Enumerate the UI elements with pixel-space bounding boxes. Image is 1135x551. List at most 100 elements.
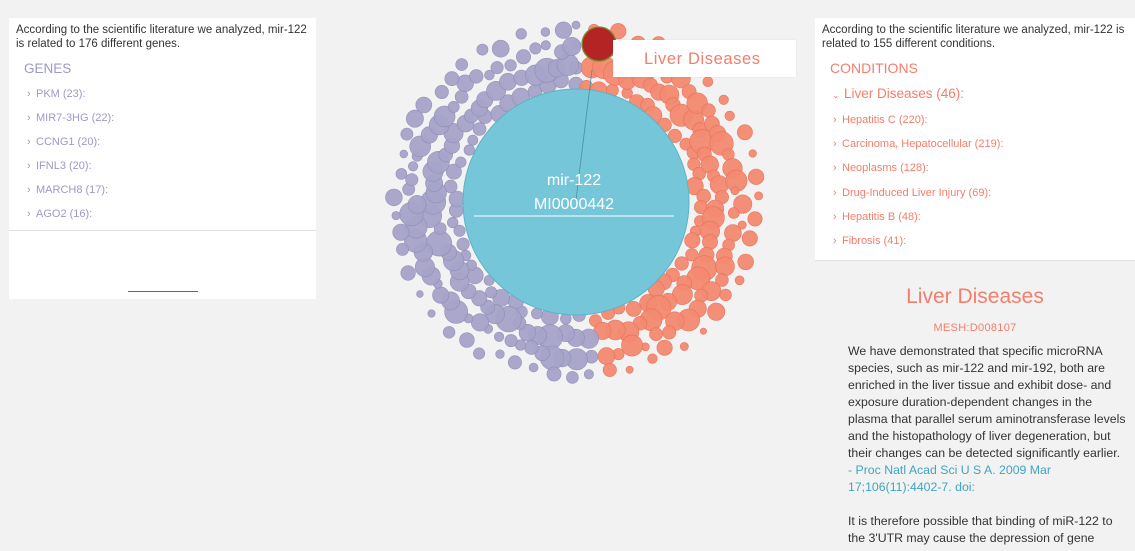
condition-bubble[interactable] xyxy=(734,275,745,286)
gene-bubble[interactable] xyxy=(524,340,539,355)
gene-bubble[interactable] xyxy=(507,355,522,370)
gene-bubble[interactable] xyxy=(392,223,410,241)
gene-bubble[interactable] xyxy=(515,28,527,40)
gene-bubble[interactable] xyxy=(432,286,450,304)
condition-bubble[interactable] xyxy=(714,256,735,277)
gene-bubble[interactable] xyxy=(504,59,517,72)
mesh-id-link[interactable]: MESH:D008107 xyxy=(933,322,1017,334)
gene-item-march8[interactable]: › MARCH8 (17): xyxy=(9,178,316,202)
gene-bubble[interactable] xyxy=(540,27,551,37)
condition-bubble[interactable] xyxy=(724,110,735,121)
gene-bubble[interactable] xyxy=(391,211,401,221)
bubble-chart-svg[interactable]: mir-122 MI0000442 xyxy=(368,0,772,400)
gene-bubble[interactable] xyxy=(467,134,479,146)
condition-bubble[interactable] xyxy=(621,334,644,357)
gene-bubble[interactable] xyxy=(453,224,466,237)
condition-item-neoplasms[interactable]: › Neoplasms (128): xyxy=(815,156,1135,180)
gene-bubble[interactable] xyxy=(446,163,462,180)
gene-bubble[interactable] xyxy=(485,286,498,299)
gene-bubble[interactable] xyxy=(415,96,433,114)
gene-bubble[interactable] xyxy=(442,326,456,339)
gene-item-ifnl3[interactable]: › IFNL3 (20): xyxy=(9,154,316,178)
condition-bubble[interactable] xyxy=(602,362,617,377)
gene-bubble[interactable] xyxy=(399,149,408,159)
condition-bubble[interactable] xyxy=(748,168,765,185)
gene-bubble[interactable] xyxy=(571,20,581,30)
condition-bubble[interactable] xyxy=(754,191,763,201)
condition-bubble[interactable] xyxy=(625,365,634,374)
gene-bubble[interactable] xyxy=(473,347,486,360)
condition-bubble[interactable] xyxy=(736,124,753,141)
gene-bubble[interactable] xyxy=(463,144,475,156)
gene-bubble[interactable] xyxy=(456,237,470,251)
condition-bubble[interactable] xyxy=(727,207,740,219)
gene-bubble[interactable] xyxy=(455,58,468,71)
condition-bubble[interactable] xyxy=(597,347,616,365)
condition-item-hepatitis-b[interactable]: › Hepatitis B (48): xyxy=(815,205,1135,229)
gene-bubble[interactable] xyxy=(566,371,579,384)
gene-bubble[interactable] xyxy=(546,366,562,382)
condition-item-fibrosis[interactable]: › Fibrosis (41): xyxy=(815,229,1135,253)
gene-bubble[interactable] xyxy=(554,21,573,39)
condition-bubble[interactable] xyxy=(747,211,763,227)
gene-bubble[interactable] xyxy=(516,49,532,65)
center-mirna-node[interactable] xyxy=(462,88,690,316)
condition-bubble[interactable] xyxy=(719,288,732,302)
condition-bubble[interactable] xyxy=(702,76,714,87)
condition-bubble[interactable] xyxy=(737,253,754,271)
condition-bubble[interactable] xyxy=(649,327,663,342)
gene-bubble[interactable] xyxy=(583,369,594,380)
bubble-ring[interactable] xyxy=(385,20,765,384)
condition-bubble[interactable] xyxy=(701,103,716,118)
gene-bubble[interactable] xyxy=(385,188,403,207)
condition-bubble[interactable] xyxy=(730,186,740,196)
gene-bubble[interactable] xyxy=(416,290,424,298)
gene-bubble[interactable] xyxy=(476,43,489,56)
condition-bubble[interactable] xyxy=(685,248,699,262)
gene-bubble[interactable] xyxy=(427,309,436,318)
gene-bubble[interactable] xyxy=(495,349,505,359)
gene-bubble[interactable] xyxy=(447,217,459,229)
condition-item-carcinoma-hepatocellular[interactable]: › Carcinoma, Hepatocellular (219): xyxy=(815,132,1135,156)
gene-bubble[interactable] xyxy=(490,61,504,75)
condition-bubble[interactable] xyxy=(674,256,689,271)
gene-bubble[interactable] xyxy=(504,334,518,348)
gene-bubble[interactable] xyxy=(472,122,487,136)
gene-bubble[interactable] xyxy=(433,222,447,235)
gene-bubble[interactable] xyxy=(491,39,510,58)
gene-bubble[interactable] xyxy=(484,69,495,81)
bubble-visualization[interactable]: mir-122 MI0000442 xyxy=(368,0,772,400)
condition-bubble[interactable] xyxy=(733,194,753,214)
condition-bubble[interactable] xyxy=(656,339,673,356)
gene-bubble[interactable] xyxy=(400,265,416,281)
gene-bubble[interactable] xyxy=(444,71,460,87)
gene-bubble[interactable] xyxy=(540,40,551,51)
condition-bubble[interactable] xyxy=(737,220,747,230)
gene-bubble[interactable] xyxy=(400,127,414,141)
gene-bubble[interactable] xyxy=(406,109,424,128)
gene-bubble[interactable] xyxy=(459,332,475,348)
condition-bubble[interactable] xyxy=(748,149,757,158)
gene-bubble[interactable] xyxy=(395,168,408,180)
condition-bubble[interactable] xyxy=(699,327,707,335)
condition-bubble[interactable] xyxy=(741,230,758,247)
gene-bubble[interactable] xyxy=(529,42,542,55)
gene-bubble[interactable] xyxy=(562,37,582,56)
gene-bubble[interactable] xyxy=(407,161,419,172)
gene-bubble[interactable] xyxy=(405,173,419,187)
condition-item-hepatitis-c[interactable]: › Hepatitis C (220): xyxy=(815,108,1135,132)
gene-item-pkm[interactable]: › PKM (23): xyxy=(9,82,316,106)
gene-bubble[interactable] xyxy=(454,90,469,104)
gene-bubble[interactable] xyxy=(471,313,490,332)
condition-bubble[interactable] xyxy=(662,325,677,340)
condition-bubble[interactable] xyxy=(679,342,689,351)
gene-bubble[interactable] xyxy=(469,69,484,84)
condition-group-liver-diseases[interactable]: ⌄ Liver Diseases (46): xyxy=(815,84,1135,104)
gene-bubble[interactable] xyxy=(396,242,409,256)
condition-item-drug-induced-liver-injury[interactable]: › Drug-Induced Liver Injury (69): xyxy=(815,181,1135,205)
citation-link[interactable]: - Proc Natl Acad Sci U S A. 2009 Mar 17;… xyxy=(848,463,1051,494)
gene-bubble[interactable] xyxy=(455,156,467,168)
gene-item-ccng1[interactable]: › CCNG1 (20): xyxy=(9,130,316,154)
selected-condition-node[interactable] xyxy=(581,26,617,62)
gene-bubble[interactable] xyxy=(494,331,505,342)
